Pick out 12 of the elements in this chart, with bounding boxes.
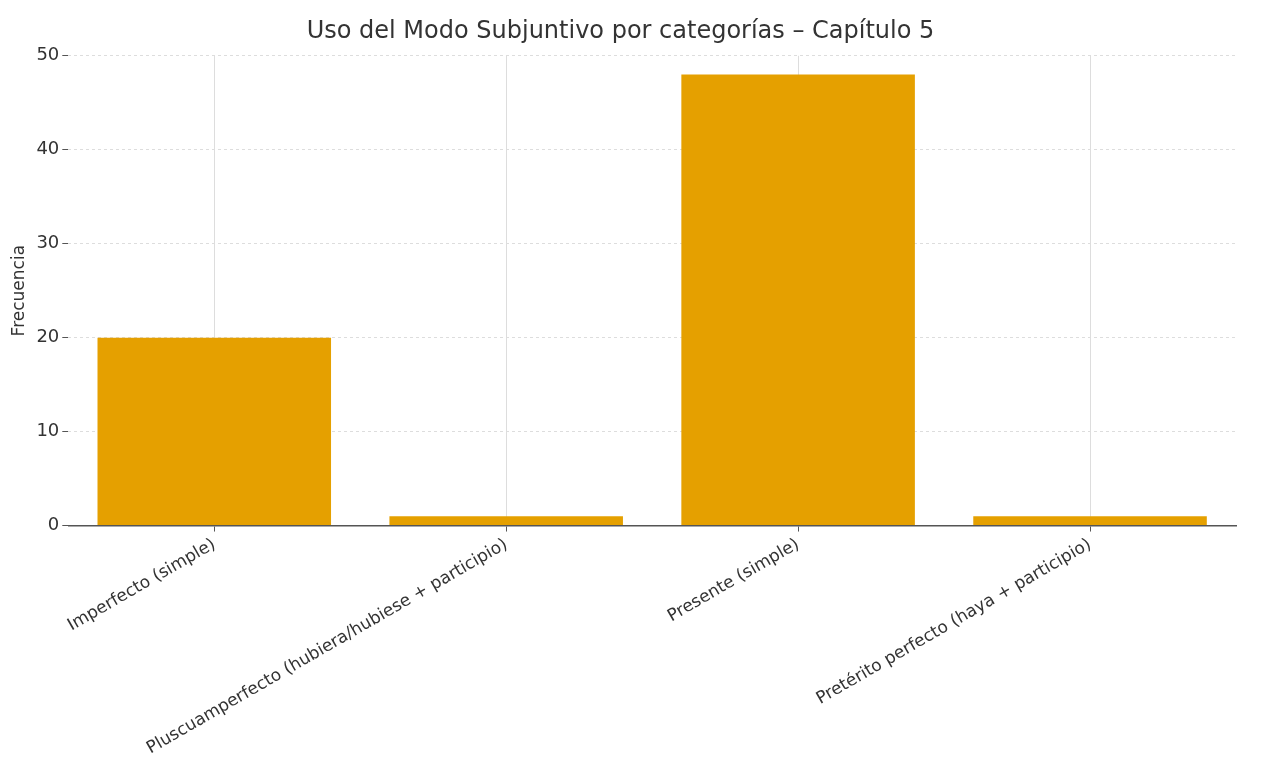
y-tick-label: 0: [47, 513, 60, 535]
bar: [973, 516, 1207, 526]
chart-title: Uso del Modo Subjuntivo por categorías – Capítulo 5: [306, 15, 935, 44]
y-tick-label: 30: [36, 231, 60, 253]
bar: [389, 516, 623, 526]
y-tick-label: 20: [36, 325, 60, 347]
y-tick-label: 40: [36, 137, 60, 159]
bar: [97, 337, 332, 526]
bar: [681, 74, 915, 526]
y-tick-label: 10: [36, 419, 60, 441]
y-tick-label: 50: [36, 43, 60, 65]
y-axis-title: Frecuencia: [7, 244, 28, 337]
